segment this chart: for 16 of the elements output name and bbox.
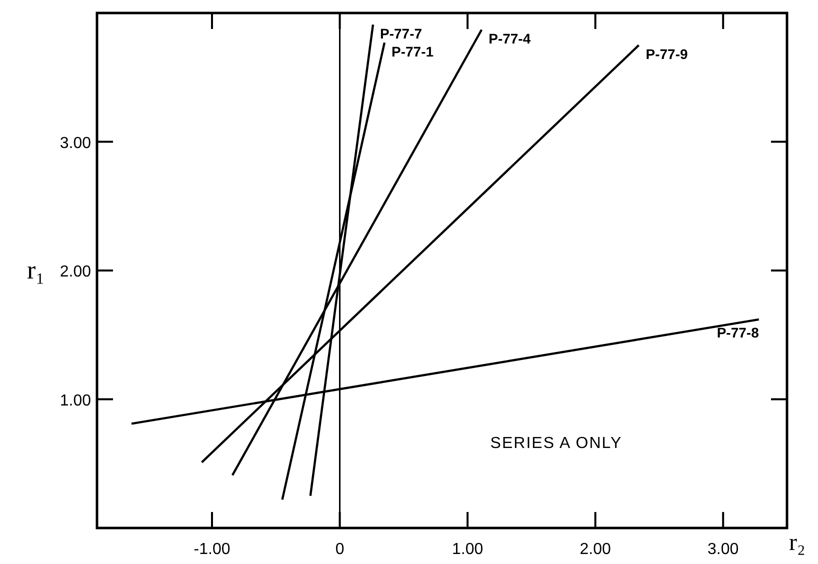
series-label: P-77-9 [646, 46, 688, 62]
series-label: P-77-1 [392, 44, 434, 60]
x-tick-label: -1.00 [194, 541, 230, 558]
series-label: P-77-8 [716, 324, 760, 340]
x-tick-label: 1.00 [452, 541, 484, 558]
y-tick-label: 1.00 [60, 392, 92, 410]
x-tick-label: 0 [335, 541, 344, 558]
y-axis-title: r₁ [27, 256, 45, 284]
y-tick-label: 3.00 [60, 134, 92, 152]
x-axis-title: r₂ [789, 530, 806, 556]
y-tick-label: 2.00 [60, 264, 92, 280]
series-label: P-77-7 [380, 26, 422, 42]
x-tick-label: 3.00 [708, 541, 739, 558]
series-label: P-77-4 [488, 30, 531, 47]
x-tick-label: 2.00 [580, 541, 612, 558]
annotation: SERIES A ONLY [490, 435, 622, 452]
